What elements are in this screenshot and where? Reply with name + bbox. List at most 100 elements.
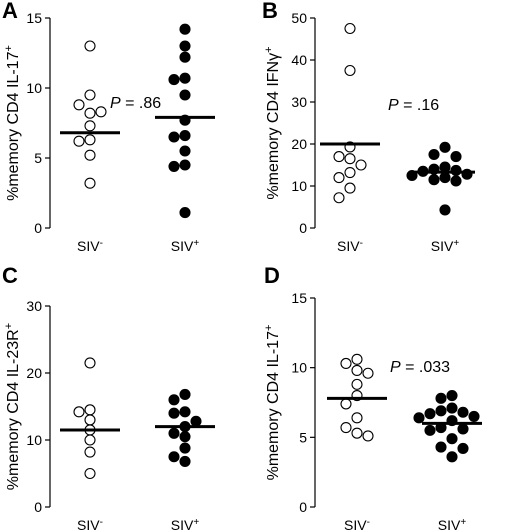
data-point: [179, 51, 191, 63]
data-point: [168, 451, 180, 463]
data-point: [344, 153, 356, 165]
data-point: [179, 442, 191, 454]
data-point: [340, 398, 352, 410]
data-point: [439, 141, 451, 153]
data-point: [362, 367, 374, 379]
data-point: [468, 410, 480, 422]
y-tick-label: 30: [291, 94, 307, 110]
data-point: [428, 148, 440, 161]
data-point: [84, 177, 96, 189]
data-point: [73, 135, 85, 147]
y-tick-label: 30: [26, 298, 42, 314]
data-point: [168, 394, 180, 406]
y-tick-label: 15: [291, 290, 307, 306]
data-point: [446, 402, 458, 414]
x-category-label: SIV-: [344, 517, 370, 530]
y-tick-label: 0: [34, 220, 42, 236]
data-point: [450, 151, 462, 163]
panel-letter-c: C: [2, 263, 18, 288]
y-tick-label: 20: [26, 365, 42, 381]
data-point: [84, 134, 96, 146]
y-tick-label: 20: [291, 136, 307, 152]
data-point: [84, 414, 96, 426]
data-point: [179, 406, 191, 418]
x-category-label: SIV-: [77, 517, 103, 530]
data-point: [84, 467, 96, 480]
x-category-label: SIV+: [438, 517, 467, 530]
data-point: [84, 357, 96, 369]
p-value-label: P = .86: [110, 95, 161, 112]
y-axis-label: %memory CD4 IFNγ+: [263, 46, 282, 199]
y-tick-label: 5: [299, 429, 307, 445]
y-tick-label: 5: [34, 150, 42, 166]
data-point: [168, 74, 180, 86]
data-point: [179, 23, 191, 35]
data-point: [179, 130, 191, 142]
data-point: [439, 204, 451, 216]
data-point: [351, 378, 363, 390]
data-point: [179, 145, 191, 157]
panel-d: D 0 5 10 15 %memory CD4 IL-17+ SIV- SIV+ P = .03…: [260, 263, 520, 530]
y-tick-label: 40: [291, 52, 307, 68]
data-point: [435, 392, 447, 404]
panel-letter-d: D: [264, 263, 280, 288]
data-point: [179, 388, 191, 400]
data-point: [179, 455, 191, 467]
data-point: [179, 89, 191, 101]
y-tick-label: 10: [26, 432, 42, 448]
y-axis-label: %memory CD4 IL-23R+: [3, 323, 22, 490]
data-point: [351, 412, 363, 424]
data-point: [435, 405, 447, 417]
x-category-label: SIV+: [171, 238, 200, 255]
x-category-label: SIV-: [77, 238, 103, 255]
y-tick-label: 0: [299, 220, 307, 236]
panel-letter-a: A: [2, 0, 18, 23]
data-point: [333, 151, 345, 163]
x-category-label: SIV+: [171, 517, 200, 530]
x-category-label: SIV+: [431, 238, 460, 255]
data-point: [84, 89, 96, 101]
y-tick-label: 0: [299, 499, 307, 515]
chart-svg: D 0 5 10 15 %memory CD4 IL-17+ SIV- SIV+ P = .03…: [263, 263, 482, 530]
data-point: [457, 423, 469, 435]
data-point: [344, 64, 356, 77]
y-tick-label: 0: [34, 499, 42, 515]
panel-c: C 0 10 20 30 %memory CD4 IL-23R+ SIV- SIV+: [0, 263, 260, 530]
data-point: [351, 353, 363, 365]
data-point: [344, 22, 356, 35]
data-point: [424, 424, 436, 436]
x-category-label: SIV-: [337, 238, 363, 255]
data-point: [446, 389, 458, 402]
data-point: [190, 415, 202, 427]
chart-svg: C 0 10 20 30%memory CD4 IL-23R+ SIV- SIV+: [2, 263, 215, 530]
data-point: [413, 412, 425, 424]
data-point: [344, 182, 356, 194]
data-point: [333, 172, 345, 184]
data-point: [179, 40, 191, 52]
data-point: [73, 406, 85, 418]
data-point: [84, 40, 96, 52]
data-point: [340, 357, 352, 370]
data-point: [351, 364, 363, 377]
data-point: [84, 404, 96, 416]
data-point: [450, 175, 462, 187]
data-point: [457, 442, 469, 455]
data-point: [84, 446, 96, 458]
data-point: [168, 427, 180, 439]
data-point: [362, 430, 374, 442]
y-axis-label: %memory CD4 IL-17+: [263, 325, 282, 481]
data-point: [344, 167, 356, 179]
data-point: [84, 107, 96, 119]
data-point: [179, 207, 191, 219]
chart-svg: B 0 10 20 30 40 50 %memory CD4 IFNγ+ SIV- SIV+ P =…: [262, 0, 475, 255]
y-tick-label: 50: [291, 10, 307, 26]
data-point: [168, 131, 180, 143]
data-point: [457, 406, 469, 418]
data-point: [73, 99, 85, 111]
panel-b: B 0 10 20 30 40 50 %memory CD4 IFNγ+ SIV- SIV+ P =…: [260, 0, 520, 265]
data-point: [439, 172, 451, 184]
data-point: [84, 434, 96, 446]
data-point: [333, 192, 345, 204]
data-point: [406, 169, 418, 182]
